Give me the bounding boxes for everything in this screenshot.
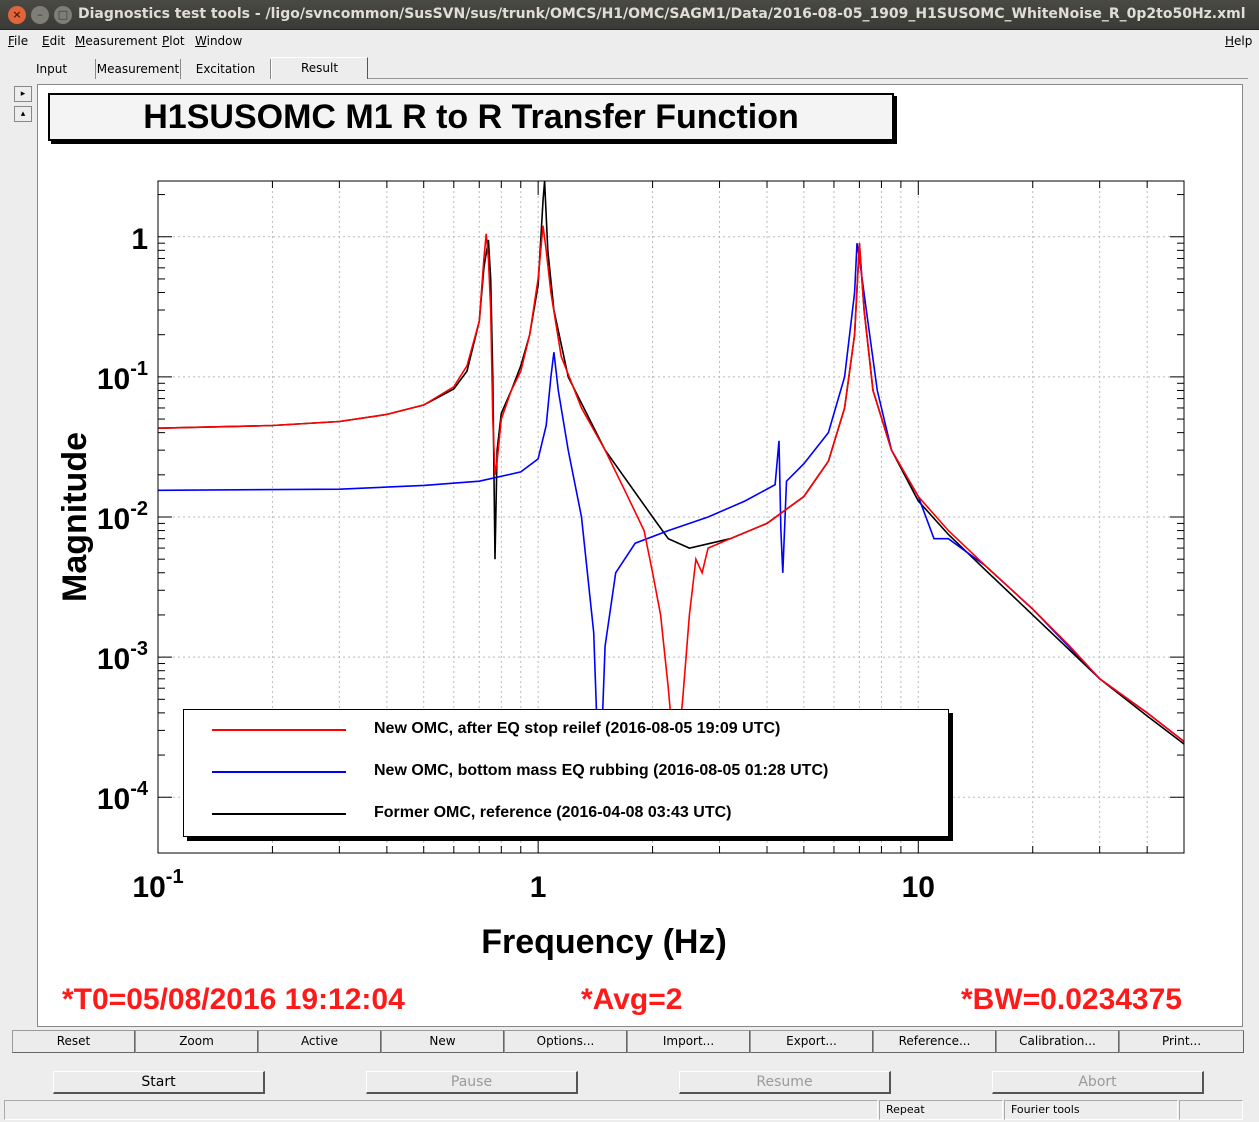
legend-line-red	[212, 729, 346, 731]
y-tick-label: 10-2	[97, 498, 148, 536]
plot-legend: New OMC, after EQ stop reilef (2016-08-0…	[183, 709, 949, 837]
start-button[interactable]: Start	[53, 1071, 265, 1094]
resume-button[interactable]: Resume	[679, 1071, 891, 1094]
status-bar: Repeat Fourier tools	[0, 1100, 1259, 1122]
t0-readout: *T0=05/08/2016 19:12:04	[62, 983, 405, 1016]
series-line-1	[158, 243, 1184, 798]
legend-entry-black: Former OMC, reference (2016-04-08 03:43 …	[184, 804, 944, 824]
x-tick-label: 10-1	[132, 866, 183, 904]
legend-label-red: New OMC, after EQ stop reilef (2016-08-0…	[374, 720, 781, 737]
export-button[interactable]: Export...	[750, 1030, 873, 1053]
menu-measurement[interactable]: Measurement	[75, 34, 158, 48]
plot-title: H1SUSOMC M1 R to R Transfer Function	[48, 93, 894, 141]
window-title: Diagnostics test tools - /ligo/svncommon…	[78, 6, 1246, 22]
x-tick-label: 10	[902, 871, 935, 904]
menubar: File Edit Measurement Plot Window Help	[0, 31, 1259, 53]
legend-entry-red: New OMC, after EQ stop reilef (2016-08-0…	[184, 720, 944, 740]
legend-line-black	[212, 813, 346, 815]
x-axis-label: Frequency (Hz)	[481, 923, 727, 961]
active-button[interactable]: Active	[258, 1030, 381, 1053]
y-tick-label: 1	[131, 223, 148, 256]
legend-label-black: Former OMC, reference (2016-04-08 03:43 …	[374, 804, 732, 821]
menu-window[interactable]: Window	[195, 34, 243, 48]
run-controls: Start Pause Resume Abort	[0, 1066, 1259, 1096]
import-button[interactable]: Import...	[627, 1030, 750, 1053]
reset-button[interactable]: Reset	[12, 1030, 135, 1053]
menu-plot[interactable]: Plot	[162, 34, 185, 48]
minimize-icon[interactable]: –	[31, 6, 49, 24]
new-button[interactable]: New	[381, 1030, 504, 1053]
x-tick-label: 1	[530, 871, 547, 904]
y-tick-label: 10-1	[97, 358, 148, 396]
bw-readout: *BW=0.0234375	[961, 983, 1182, 1016]
print-button[interactable]: Print...	[1119, 1030, 1244, 1053]
legend-entry-blue: New OMC, bottom mass EQ rubbing (2016-08…	[184, 762, 944, 782]
pause-button[interactable]: Pause	[366, 1071, 578, 1094]
menu-edit[interactable]: Edit	[42, 34, 66, 48]
close-icon[interactable]: ×	[8, 6, 26, 24]
legend-line-blue	[212, 771, 346, 773]
menu-help[interactable]: Help	[1225, 34, 1253, 48]
tab-measurement[interactable]: Measurement	[96, 59, 181, 79]
plot-toolbar: Reset Zoom Active New Options... Import.…	[12, 1030, 1246, 1054]
y-tick-label: 10-4	[97, 778, 149, 816]
legend-label-blue: New OMC, bottom mass EQ rubbing (2016-08…	[374, 762, 829, 779]
series-line-2	[158, 181, 1184, 745]
tab-input[interactable]: Input	[8, 59, 96, 79]
expand-panel-button[interactable]: ▸	[14, 86, 32, 102]
options-button[interactable]: Options...	[504, 1030, 627, 1053]
status-field-end	[1179, 1100, 1243, 1120]
reference-button[interactable]: Reference...	[873, 1030, 996, 1053]
status-fourier-tools: Fourier tools	[1004, 1100, 1178, 1120]
status-repeat: Repeat	[879, 1100, 1003, 1120]
maximize-icon[interactable]: □	[54, 6, 72, 24]
calibration-button[interactable]: Calibration...	[996, 1030, 1119, 1053]
y-axis-label: Magnitude	[56, 432, 94, 602]
plot-canvas[interactable]: H1SUSOMC M1 R to R Transfer Function 10-…	[37, 84, 1243, 1027]
tab-result[interactable]: Result	[271, 57, 368, 79]
series-line-0	[158, 225, 1184, 773]
y-tick-label: 10-3	[97, 638, 148, 676]
collapse-panel-button[interactable]: ▴	[14, 106, 32, 122]
window-titlebar: × – □ Diagnostics test tools - /ligo/svn…	[0, 0, 1259, 30]
zoom-button[interactable]: Zoom	[135, 1030, 258, 1053]
menu-file[interactable]: File	[8, 34, 29, 48]
tab-bar: Input Measurement Excitation Result	[8, 57, 1248, 79]
avg-readout: *Avg=2	[581, 983, 683, 1016]
abort-button[interactable]: Abort	[992, 1071, 1204, 1094]
status-field-main	[4, 1100, 878, 1120]
tab-excitation[interactable]: Excitation	[181, 59, 271, 79]
